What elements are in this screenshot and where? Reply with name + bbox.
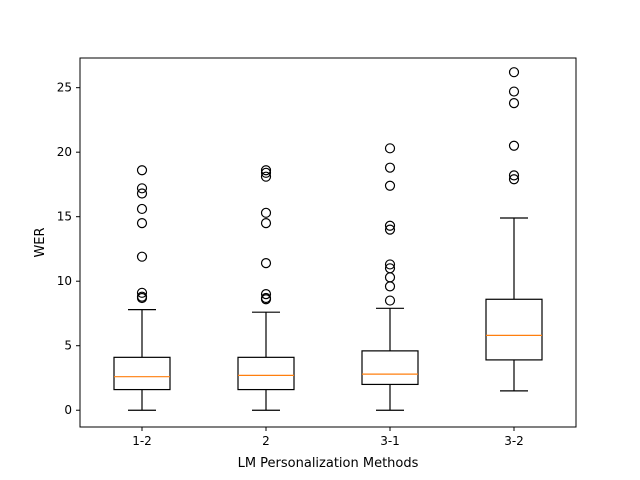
- y-tick-label: 20: [57, 145, 72, 159]
- y-tick-label: 25: [57, 81, 72, 95]
- x-tick-label: 2: [262, 434, 270, 448]
- y-tick-label: 10: [57, 274, 72, 288]
- x-tick-label: 3-1: [380, 434, 400, 448]
- x-tick-label: 3-2: [504, 434, 524, 448]
- plot-area: [80, 58, 576, 427]
- y-axis-label: WER: [33, 227, 48, 257]
- y-tick-label: 5: [64, 339, 72, 353]
- x-axis-label: LM Personalization Methods: [238, 456, 419, 471]
- x-tick-label: 1-2: [132, 434, 152, 448]
- y-tick-label: 0: [64, 403, 72, 417]
- y-tick-label: 15: [57, 210, 72, 224]
